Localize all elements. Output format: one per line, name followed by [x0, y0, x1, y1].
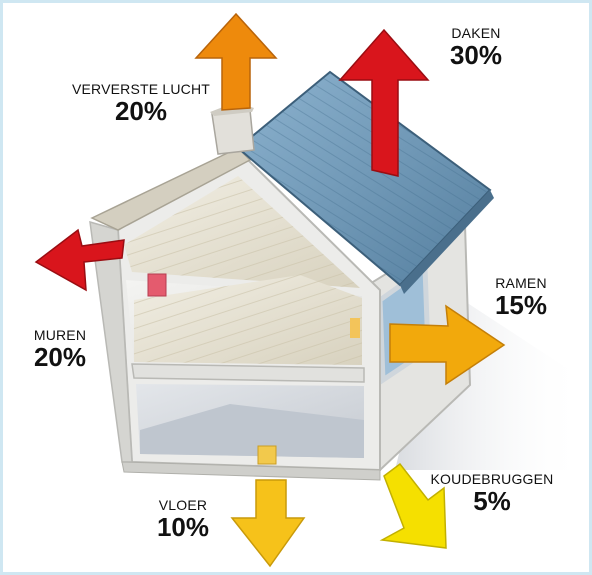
attic-floor [124, 176, 360, 288]
middle-floor-planks [134, 275, 362, 365]
label-ramen-pct: 15% [494, 290, 548, 320]
bottom-slab [121, 461, 381, 481]
label-vloer-pct: 10% [156, 512, 210, 542]
label-koudebruggen: KOUDEBRUGGEN 5% [428, 472, 556, 514]
arrow-vloer [230, 479, 306, 568]
label-koude-pct: 5% [473, 486, 511, 516]
label-muren-name: MUREN [33, 327, 87, 343]
label-muren-pct: 20% [33, 342, 87, 372]
label-muren: MUREN 20% [22, 328, 98, 370]
label-vloer: VLOER 10% [148, 498, 218, 540]
label-lucht-name: VERVERSTE LUCHT [71, 81, 211, 97]
roof-eave [90, 147, 252, 231]
label-ramen: RAMEN 15% [480, 276, 562, 318]
arrow-ramen [389, 304, 506, 386]
label-daken-name: DAKEN [451, 25, 501, 41]
label-daken-pct: 30% [449, 40, 503, 70]
label-vloer-name: VLOER [158, 497, 208, 513]
roof-edge [400, 190, 494, 294]
arrow-koudebruggen [379, 462, 447, 549]
radiator-yellow-mid [350, 318, 360, 338]
arrow-daken [338, 28, 430, 177]
chimney [211, 109, 255, 155]
arrow-ververste-lucht [194, 12, 278, 111]
floor-slab [131, 363, 365, 383]
label-lucht-pct: 20% [114, 96, 168, 126]
arrow-muren [34, 228, 125, 292]
label-ramen-name: RAMEN [495, 275, 547, 291]
basement-floor [140, 404, 364, 458]
label-daken: DAKEN 30% [440, 26, 512, 68]
label-ververste-lucht: VERVERSTE LUCHT 20% [66, 82, 216, 124]
roof-tiles [238, 72, 490, 285]
label-koude-name: KOUDEBRUGGEN [430, 471, 554, 487]
radiator-yellow-base [257, 445, 277, 465]
radiator-red [147, 273, 167, 297]
